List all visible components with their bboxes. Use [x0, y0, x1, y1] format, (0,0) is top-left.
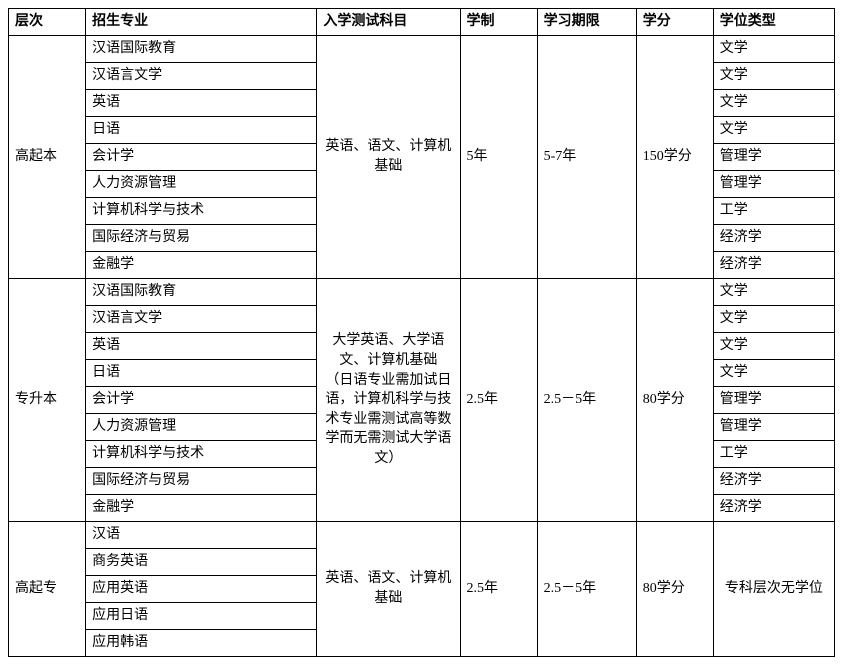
cell-degree: 文学: [713, 360, 834, 387]
cell-major: 国际经济与贸易: [86, 225, 317, 252]
cell-degree: 经济学: [713, 225, 834, 252]
cell-duration: 2.5年: [460, 279, 537, 522]
cell-degree: 工学: [713, 198, 834, 225]
cell-major: 计算机科学与技术: [86, 198, 317, 225]
cell-degree: 文学: [713, 63, 834, 90]
cell-degree: 经济学: [713, 495, 834, 522]
col-header-test: 入学测试科目: [317, 9, 460, 36]
cell-major: 计算机科学与技术: [86, 441, 317, 468]
cell-major: 应用日语: [86, 603, 317, 630]
cell-major: 日语: [86, 117, 317, 144]
cell-degree: 文学: [713, 90, 834, 117]
cell-level: 高起专: [9, 522, 86, 657]
col-header-credits: 学分: [636, 9, 713, 36]
table-body: 高起本汉语国际教育英语、语文、计算机基础5年5-7年150学分文学汉语言文学文学…: [9, 36, 835, 657]
cell-duration: 2.5年: [460, 522, 537, 657]
cell-degree: 管理学: [713, 414, 834, 441]
cell-degree: 文学: [713, 117, 834, 144]
cell-major: 金融学: [86, 495, 317, 522]
cell-degree: 文学: [713, 306, 834, 333]
cell-major: 商务英语: [86, 549, 317, 576]
cell-level: 高起本: [9, 36, 86, 279]
col-header-level: 层次: [9, 9, 86, 36]
cell-period: 5-7年: [537, 36, 636, 279]
cell-major: 日语: [86, 360, 317, 387]
cell-major: 汉语: [86, 522, 317, 549]
cell-degree: 文学: [713, 279, 834, 306]
cell-major: 英语: [86, 333, 317, 360]
table-row: 高起专汉语英语、语文、计算机基础2.5年2.5－5年80学分专科层次无学位: [9, 522, 835, 549]
cell-major: 人力资源管理: [86, 171, 317, 198]
cell-major: 应用韩语: [86, 630, 317, 657]
cell-credits: 80学分: [636, 522, 713, 657]
cell-credits: 80学分: [636, 279, 713, 522]
cell-degree: 经济学: [713, 252, 834, 279]
cell-test: 大学英语、大学语文、计算机基础 （日语专业需加试日语，计算机科学与技术专业需测试…: [317, 279, 460, 522]
program-table: 层次 招生专业 入学测试科目 学制 学习期限 学分 学位类型 高起本汉语国际教育…: [8, 8, 835, 657]
cell-level: 专升本: [9, 279, 86, 522]
cell-degree: 工学: [713, 441, 834, 468]
cell-major: 国际经济与贸易: [86, 468, 317, 495]
cell-major: 英语: [86, 90, 317, 117]
cell-degree: 文学: [713, 333, 834, 360]
col-header-degree: 学位类型: [713, 9, 834, 36]
table-row: 专升本汉语国际教育大学英语、大学语文、计算机基础 （日语专业需加试日语，计算机科…: [9, 279, 835, 306]
header-row: 层次 招生专业 入学测试科目 学制 学习期限 学分 学位类型: [9, 9, 835, 36]
cell-major: 应用英语: [86, 576, 317, 603]
cell-major: 汉语国际教育: [86, 36, 317, 63]
cell-degree: 专科层次无学位: [713, 522, 834, 657]
cell-major: 会计学: [86, 387, 317, 414]
cell-duration: 5年: [460, 36, 537, 279]
cell-degree: 文学: [713, 36, 834, 63]
cell-degree: 管理学: [713, 171, 834, 198]
cell-test: 英语、语文、计算机基础: [317, 522, 460, 657]
cell-major: 汉语言文学: [86, 63, 317, 90]
col-header-period: 学习期限: [537, 9, 636, 36]
cell-credits: 150学分: [636, 36, 713, 279]
cell-major: 金融学: [86, 252, 317, 279]
table-row: 高起本汉语国际教育英语、语文、计算机基础5年5-7年150学分文学: [9, 36, 835, 63]
cell-period: 2.5－5年: [537, 522, 636, 657]
cell-degree: 管理学: [713, 387, 834, 414]
cell-degree: 经济学: [713, 468, 834, 495]
col-header-duration: 学制: [460, 9, 537, 36]
cell-major: 人力资源管理: [86, 414, 317, 441]
col-header-major: 招生专业: [86, 9, 317, 36]
cell-degree: 管理学: [713, 144, 834, 171]
cell-major: 会计学: [86, 144, 317, 171]
cell-major: 汉语言文学: [86, 306, 317, 333]
cell-test: 英语、语文、计算机基础: [317, 36, 460, 279]
cell-major: 汉语国际教育: [86, 279, 317, 306]
cell-period: 2.5－5年: [537, 279, 636, 522]
